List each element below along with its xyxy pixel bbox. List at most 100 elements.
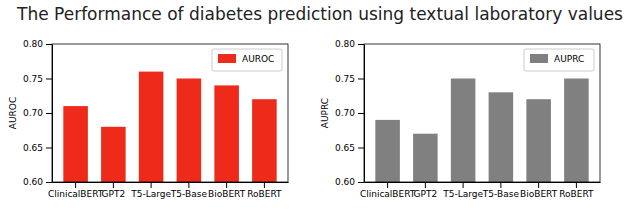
- bar: [177, 79, 202, 183]
- chart: 0.60 0.65 0.70 0.75 0.80 ClinicalBERTGPT2 T5-L…: [8, 39, 289, 199]
- x-tick-mark: [188, 182, 189, 188]
- y-tick: 0.80: [23, 39, 52, 49]
- x-tick: RoBERT: [559, 182, 594, 199]
- y-tick-label: 0.70: [335, 108, 355, 118]
- bar: [214, 85, 239, 182]
- y-tick-mark: [358, 113, 364, 114]
- y-tick: 0.70: [335, 108, 364, 118]
- y-tick-label: 0.75: [23, 74, 43, 84]
- legend: AUPRC: [524, 49, 594, 71]
- x-tick-label: RoBERT: [559, 189, 594, 199]
- x-tick-mark: [500, 182, 501, 188]
- bar: [252, 99, 277, 182]
- y-tick-mark: [46, 44, 52, 45]
- x-tick-label: BioBERT: [520, 189, 558, 199]
- bar: [101, 127, 126, 182]
- x-axis: ClinicalBERTGPT2 T5-LargeT5-BaseBioBERTRo…: [360, 182, 601, 199]
- y-tick-mark: [358, 44, 364, 45]
- y-axis: 0.60 0.65 0.70 0.75 0.80: [23, 39, 53, 187]
- y-tick: 0.60: [335, 177, 364, 187]
- x-axis: ClinicalBERTGPT2 T5-LargeT5-BaseBioBERTRo…: [48, 182, 289, 199]
- legend-swatch: [530, 54, 548, 63]
- legend-box: [524, 49, 594, 71]
- y-tick-label: 0.65: [335, 143, 355, 153]
- y-tick-label: 0.65: [23, 143, 43, 153]
- bar: [564, 79, 589, 183]
- x-tick: T5-Large: [130, 182, 171, 199]
- x-tick-mark: [576, 182, 577, 188]
- legend: AUROC: [212, 49, 282, 71]
- bar: [526, 99, 551, 182]
- y-axis: 0.60 0.65 0.70 0.75 0.80: [335, 39, 365, 187]
- x-tick: BioBERT: [208, 182, 246, 199]
- bar: [375, 120, 400, 182]
- x-tick-mark: [264, 182, 265, 188]
- y-tick: 0.65: [23, 143, 52, 153]
- y-tick-mark: [358, 148, 364, 149]
- x-tick-label: ClinicalBERT: [48, 189, 104, 199]
- legend-label: AUROC: [242, 54, 274, 64]
- x-tick-label: T5-Large: [130, 189, 171, 199]
- y-tick: 0.60: [23, 177, 52, 187]
- x-tick: T5-Base: [482, 182, 520, 199]
- bar: [139, 72, 164, 182]
- y-axis-title: AUPRC: [320, 98, 330, 128]
- x-tick: T5-Base: [170, 182, 208, 199]
- x-tick: ClinicalBERT: [360, 182, 416, 199]
- y-tick-mark: [46, 182, 52, 183]
- y-tick-mark: [358, 79, 364, 80]
- y-axis-line: [52, 45, 53, 183]
- x-tick: GPT2: [414, 182, 438, 199]
- y-tick-label: 0.70: [23, 108, 43, 118]
- chart: 0.60 0.65 0.70 0.75 0.80 ClinicalBERTGPT2 T5-L…: [320, 39, 601, 199]
- plot-frame: [364, 44, 600, 182]
- x-tick-mark: [425, 182, 426, 188]
- x-tick-label: GPT2: [414, 189, 438, 199]
- x-tick-mark: [113, 182, 114, 188]
- figure-title: The Performance of diabetes prediction u…: [16, 4, 623, 24]
- x-tick-label: ClinicalBERT: [360, 189, 416, 199]
- x-tick-mark: [226, 182, 227, 188]
- y-tick: 0.80: [335, 39, 364, 49]
- x-axis-line: [53, 182, 289, 183]
- y-tick-label: 0.75: [335, 74, 355, 84]
- bars: [63, 72, 276, 182]
- x-tick-label: BioBERT: [208, 189, 246, 199]
- x-tick-mark: [75, 182, 76, 188]
- y-tick: 0.70: [23, 108, 52, 118]
- x-tick-mark: [538, 182, 539, 188]
- x-tick: GPT2: [102, 182, 126, 199]
- x-tick-mark: [463, 182, 464, 188]
- figure: The Performance of diabetes prediction u…: [0, 0, 640, 211]
- y-tick: 0.65: [335, 143, 364, 153]
- y-tick-label: 0.80: [23, 39, 43, 49]
- x-tick-label: T5-Base: [482, 189, 520, 199]
- y-tick: 0.75: [335, 74, 364, 84]
- bars: [375, 79, 588, 183]
- legend-label: AUPRC: [554, 54, 584, 64]
- x-tick-mark: [151, 182, 152, 188]
- y-axis-title: AUROC: [8, 97, 18, 129]
- x-tick: T5-Large: [442, 182, 483, 199]
- bar: [413, 134, 438, 182]
- x-tick: BioBERT: [520, 182, 558, 199]
- y-axis-line: [364, 45, 365, 183]
- y-tick-label: 0.60: [23, 177, 43, 187]
- legend-box: [212, 49, 282, 71]
- x-tick: RoBERT: [247, 182, 282, 199]
- legend-swatch: [218, 54, 236, 63]
- y-tick-mark: [358, 182, 364, 183]
- bar: [63, 106, 88, 182]
- x-tick-label: T5-Base: [170, 189, 208, 199]
- x-tick-label: RoBERT: [247, 189, 282, 199]
- x-tick: ClinicalBERT: [48, 182, 104, 199]
- y-tick-mark: [46, 113, 52, 114]
- bar: [451, 79, 476, 183]
- x-tick-label: GPT2: [102, 189, 126, 199]
- x-axis-line: [365, 182, 601, 183]
- y-tick-label: 0.60: [335, 177, 355, 187]
- x-tick-label: T5-Large: [442, 189, 483, 199]
- y-tick: 0.75: [23, 74, 52, 84]
- bar: [489, 92, 514, 182]
- y-tick-mark: [46, 148, 52, 149]
